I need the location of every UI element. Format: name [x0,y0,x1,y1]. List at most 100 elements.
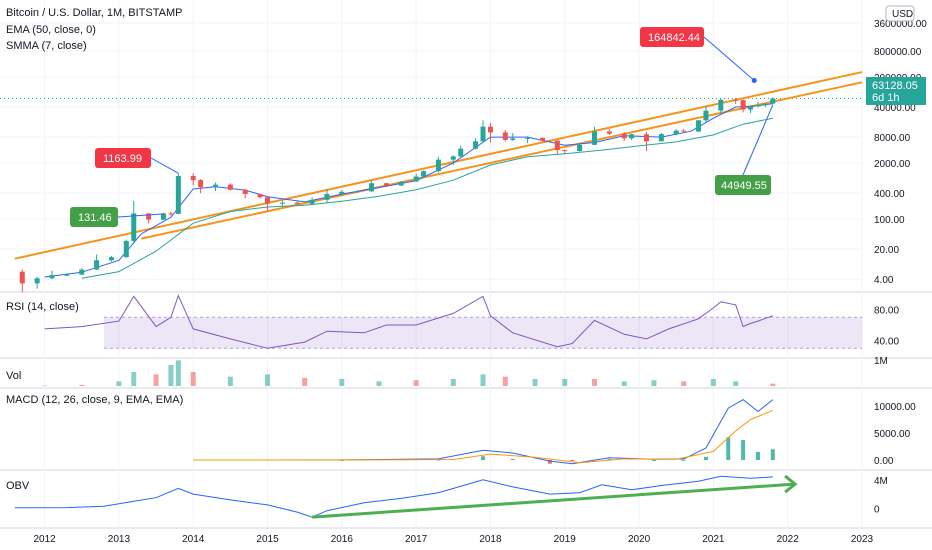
last-price-tag [866,77,926,105]
volume-bar [710,379,716,386]
price-tick-label: 4.00 [874,275,894,286]
volume-bar [562,379,568,386]
high-2013-tag[interactable] [95,148,151,168]
candle-body [748,106,754,110]
obv-trend-line [312,482,796,519]
signal-line [193,409,773,464]
macd-tick-label: 10000.00 [874,402,916,413]
x-tick-label: 2015 [256,534,279,545]
candle-body [190,175,196,181]
candle-body [279,202,285,204]
volume-bar [175,360,181,386]
candle-body [770,98,776,104]
currency-label: USD [892,9,913,20]
volume-pane[interactable] [42,360,776,386]
smma-line [44,103,773,278]
candle-body [213,184,218,188]
candle-body [629,134,635,139]
candle-body [733,99,739,101]
x-tick-label: 2018 [479,534,502,545]
price-pane[interactable] [14,36,863,293]
lower-target-connector [742,104,774,176]
mid-2013-tag[interactable] [70,207,118,227]
lower-target-value: 44949.55 [721,180,767,192]
macd-tick-label: 5000.00 [874,429,911,440]
candle-body [294,202,300,204]
candle-body [398,181,404,186]
candle-body [108,257,114,261]
candle-body [577,144,583,152]
candle-body [168,213,174,215]
rsi-pane[interactable] [44,294,862,349]
volume-bar [621,381,627,386]
price-tick-label: 100.00 [874,215,905,226]
lower-target-tag[interactable] [715,175,771,195]
macd-histogram-bar [741,440,746,460]
volume-bar [450,379,456,386]
upper-target-tag[interactable] [640,27,704,47]
price-tick-label: 20.00 [874,245,899,256]
candle-body [681,130,687,132]
upper-target-point [751,78,757,84]
obv-pane[interactable] [14,474,798,519]
volume-bar [339,379,345,386]
macd-histogram-bar [481,456,486,460]
price-tick-label: 400.00 [874,189,905,200]
volume-bar [131,372,137,386]
volume-bar [480,374,486,386]
x-tick-label: 2023 [851,534,874,545]
rsi-tick-label: 80.00 [874,306,899,317]
x-tick-label: 2020 [628,534,651,545]
candle-body [309,199,315,204]
ema-line [81,117,773,279]
x-tick-label: 2017 [405,534,428,545]
obv-title: OBV [6,480,30,492]
rsi-band [104,317,862,349]
x-tick-label: 2021 [702,534,725,545]
candle-body [94,260,100,270]
candle-body [198,180,204,188]
candle-body [421,171,427,177]
volume-bar [168,365,174,386]
candle-body [435,159,441,172]
currency-badge[interactable] [885,5,915,22]
volume-bar [190,372,196,386]
candle-body [703,110,709,121]
candle-body [257,194,263,198]
x-tick-label: 2022 [777,534,800,545]
volume-bar [502,376,508,386]
macd-histogram-bar [547,460,552,464]
rsi-line [44,294,773,349]
volume-bar [116,381,122,386]
countdown-value: 6d 1h [872,92,900,104]
candle-body [539,137,545,141]
price-tick-label: 800000.00 [874,47,922,58]
rsi-tick-label: 40.00 [874,337,899,348]
obv-tick-label: 0 [874,505,880,516]
candle-body [502,132,508,140]
candle-body [606,131,612,134]
candle-body [562,150,568,152]
macd-histogram-bar [755,451,760,460]
macd-histogram-bar [607,458,612,460]
candle-body [673,130,679,135]
candle-body [265,197,271,204]
volume-bar [770,383,776,386]
candle-body [242,189,248,195]
candle-body [383,183,389,186]
obv-tick-label: 4M [874,476,888,487]
mid-2013-value: 131.46 [78,212,112,224]
high-2013-value: 1163.99 [103,153,142,165]
macd-pane[interactable] [193,398,775,465]
candle-body [621,133,627,139]
candle-body [354,191,360,193]
macd-histogram-bar [570,460,575,462]
candle-body [175,175,181,214]
last-price-value: 63128.05 [872,80,918,92]
candle-body [591,131,597,145]
candle-body [369,183,375,192]
macd-tick-label: 0.00 [874,456,894,467]
candle-body [525,137,531,139]
axes: 2012 2013 2014 2015 2016 2017 2018 2019 2020 2021… [33,19,927,545]
